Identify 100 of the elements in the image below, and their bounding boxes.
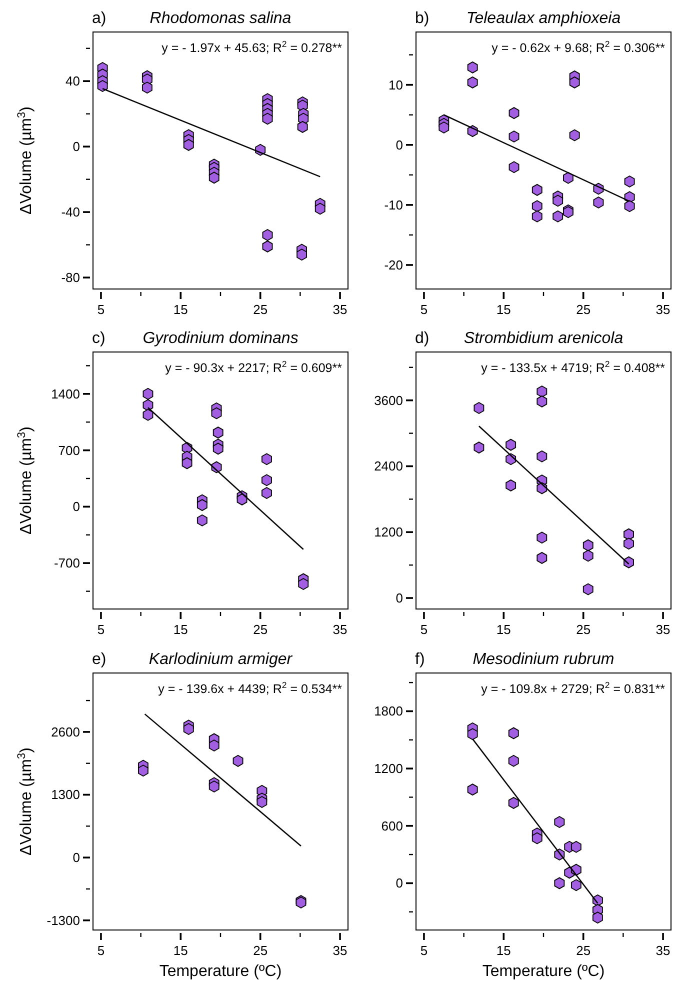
point — [314, 202, 326, 215]
point — [256, 796, 268, 808]
point — [262, 487, 272, 499]
y-tick-label: 3600 — [374, 392, 403, 408]
annotation: y = - 109.8x + 2729; R$^{2}$ = 0.831** — [481, 680, 666, 696]
point — [532, 200, 542, 212]
point — [536, 552, 548, 564]
point — [467, 728, 478, 740]
x-tick-label: 25 — [576, 622, 591, 637]
y-tick-label: -10 — [384, 197, 403, 212]
chart-title: Mesodinium rubrum — [472, 651, 614, 668]
point — [474, 402, 484, 414]
point — [582, 550, 594, 562]
text: d) — [415, 330, 430, 347]
point — [212, 426, 224, 439]
x-tick-label: 5 — [97, 943, 105, 958]
text: a) — [92, 10, 106, 27]
point — [624, 528, 634, 540]
chart-title: Teleaulax amphioxeia — [466, 10, 621, 27]
point — [262, 240, 273, 252]
point — [569, 76, 580, 88]
point — [582, 539, 594, 552]
point — [508, 754, 519, 767]
point — [262, 112, 273, 125]
x-tick-label: 25 — [576, 943, 591, 958]
y-tick-label: 0 — [72, 499, 80, 514]
point — [536, 532, 548, 544]
text: b) — [415, 10, 430, 27]
x-tick-label: 35 — [332, 622, 348, 637]
point — [138, 764, 148, 777]
point — [208, 172, 220, 184]
point — [142, 82, 152, 94]
x-axis-title: Temperature (ºC) — [482, 963, 605, 980]
point — [196, 499, 208, 512]
point — [142, 408, 154, 421]
point — [262, 229, 273, 241]
x-tick-label: 5 — [97, 302, 105, 317]
point — [508, 107, 520, 120]
point — [508, 161, 520, 174]
point — [532, 210, 542, 222]
point — [474, 442, 484, 454]
point — [624, 538, 634, 550]
y-tick-label: 2600 — [51, 724, 80, 740]
point — [208, 780, 220, 792]
x-tick-label: 15 — [496, 943, 511, 958]
point — [532, 184, 542, 196]
point — [508, 727, 519, 740]
y-tick-label: -1300 — [46, 912, 80, 928]
point — [262, 474, 272, 486]
point — [236, 493, 248, 506]
point — [582, 583, 594, 596]
point — [593, 196, 604, 208]
y-tick-label: 1400 — [51, 386, 80, 402]
y-tick-label: -40 — [61, 204, 80, 220]
point — [467, 61, 478, 74]
y-tick-label: 0 — [396, 590, 403, 606]
y-tick-label: 2400 — [374, 458, 403, 474]
chart-title: Karlodinium armiger — [148, 651, 293, 668]
chart-title: Strombidium arenicola — [464, 330, 624, 347]
point — [570, 840, 582, 853]
y-tick-label: -80 — [61, 270, 80, 286]
y-tick-label: 10 — [388, 77, 403, 92]
point — [97, 80, 108, 92]
point — [298, 578, 309, 590]
x-tick-label: 35 — [332, 943, 348, 958]
annotation: y = - 0.62x + 9.68; R$^{2}$ = 0.306** — [492, 39, 666, 55]
point — [508, 130, 520, 142]
x-tick-label: 25 — [253, 302, 268, 317]
point — [624, 200, 635, 212]
point — [212, 442, 224, 455]
y-tick-label: 1800 — [374, 704, 403, 719]
x-axis-title: Temperature (ºC) — [159, 963, 282, 980]
y-tick-label: 1200 — [374, 524, 403, 540]
point — [262, 453, 272, 466]
point — [183, 723, 194, 735]
x-tick-label: 25 — [253, 622, 268, 637]
point — [570, 879, 582, 892]
point — [467, 76, 478, 88]
x-tick-label: 5 — [420, 302, 428, 317]
point — [554, 877, 565, 890]
point — [624, 176, 635, 188]
point — [592, 912, 603, 924]
y-tick-label: 600 — [381, 818, 403, 834]
point — [232, 754, 244, 767]
point — [142, 388, 154, 400]
y-tick-label: 0 — [396, 876, 403, 891]
text: f) — [415, 651, 425, 668]
point — [182, 457, 192, 470]
x-tick-label: 15 — [173, 943, 188, 958]
point — [467, 784, 478, 796]
point — [211, 407, 222, 420]
point — [196, 514, 208, 526]
x-tick-label: 35 — [332, 302, 348, 317]
point — [552, 210, 564, 222]
x-tick-label: 15 — [496, 622, 511, 637]
x-tick-label: 25 — [576, 302, 591, 317]
point — [532, 832, 542, 844]
y-tick-label: 40 — [66, 74, 80, 89]
x-tick-label: 15 — [496, 302, 511, 317]
y-tick-label: 1300 — [51, 787, 80, 802]
